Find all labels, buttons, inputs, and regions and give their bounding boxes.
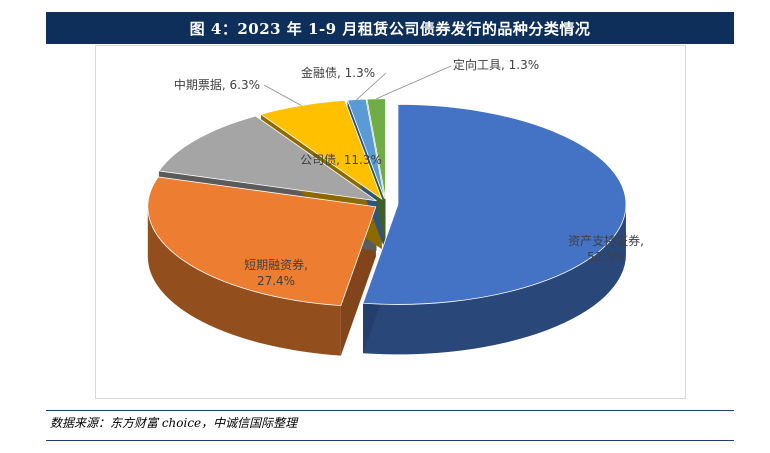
slice-6-leader bbox=[376, 65, 452, 100]
slice-2-side bbox=[147, 206, 341, 356]
slice-2-value: 27.4% bbox=[257, 274, 295, 288]
slice-4-label: 中期票据, 6.3% bbox=[174, 77, 260, 92]
source-rule-top bbox=[46, 410, 734, 411]
slice-5-label: 金融债, 1.3% bbox=[301, 65, 375, 80]
slice-1-label: 资产支持证券, bbox=[568, 233, 644, 248]
slice-3-top bbox=[158, 115, 377, 202]
slice-1-side bbox=[363, 204, 626, 355]
slice-4-leader bbox=[263, 84, 302, 106]
chart-area: 资产支持证券, 52.5% 短期融资券, 27.4% 公司债, 11.3% 中期票据, 6… bbox=[95, 45, 686, 399]
source-note: 数据来源：东方财富 choice，中诚信国际整理 bbox=[50, 416, 298, 430]
slice-1-top bbox=[362, 104, 627, 305]
slice-2-top bbox=[147, 176, 377, 307]
source-rule-bottom bbox=[46, 440, 734, 441]
slice-5-leader bbox=[356, 72, 387, 100]
slice-1-value: 52.5% bbox=[587, 250, 625, 264]
figure-title: 图 4：2023 年 1-9 月租赁公司债券发行的品种分类情况 bbox=[46, 12, 734, 44]
slice-3-label: 公司债, 11.3% bbox=[300, 153, 382, 167]
slice-5-top bbox=[346, 98, 385, 199]
slice-4-top bbox=[259, 99, 383, 201]
slice-6-label: 定向工具, 1.3% bbox=[453, 57, 539, 72]
pie-chart: 资产支持证券, 52.5% 短期融资券, 27.4% 公司债, 11.3% 中期票据, 6… bbox=[147, 57, 644, 356]
slice-2-label: 短期融资券, bbox=[244, 257, 308, 272]
